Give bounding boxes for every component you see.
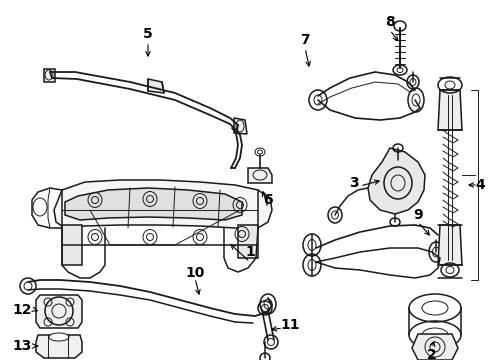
Polygon shape (238, 225, 258, 258)
Polygon shape (412, 334, 458, 360)
Text: 9: 9 (413, 208, 423, 222)
Text: 4: 4 (475, 178, 485, 192)
Text: 5: 5 (143, 27, 153, 41)
Polygon shape (54, 180, 272, 228)
Text: 6: 6 (263, 193, 273, 207)
Polygon shape (36, 295, 82, 328)
Ellipse shape (49, 333, 69, 341)
Text: 7: 7 (300, 33, 310, 47)
Polygon shape (44, 69, 55, 82)
Polygon shape (438, 225, 462, 265)
Text: 12: 12 (12, 303, 32, 317)
Polygon shape (148, 79, 164, 93)
Text: 8: 8 (385, 15, 395, 29)
Polygon shape (36, 335, 82, 358)
Text: 11: 11 (280, 318, 300, 332)
Polygon shape (248, 168, 272, 183)
Text: 1: 1 (245, 245, 255, 259)
Polygon shape (368, 148, 425, 214)
Polygon shape (234, 118, 247, 134)
Text: 13: 13 (12, 339, 32, 353)
Polygon shape (438, 90, 462, 130)
Text: 3: 3 (349, 176, 359, 190)
Polygon shape (62, 225, 82, 265)
Text: 10: 10 (185, 266, 205, 280)
Polygon shape (65, 188, 242, 220)
Text: 2: 2 (427, 348, 437, 360)
